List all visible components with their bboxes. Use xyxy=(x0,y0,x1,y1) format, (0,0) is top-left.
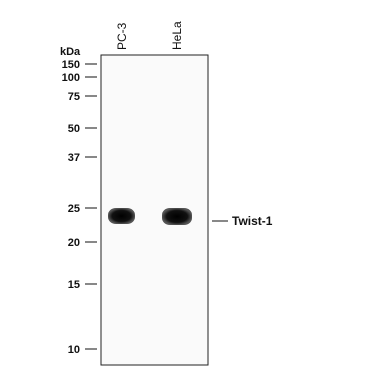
band xyxy=(162,208,192,225)
marker-label: 15 xyxy=(68,279,80,291)
marker-label: 50 xyxy=(68,123,80,135)
marker-label: 25 xyxy=(68,203,80,215)
marker-label: 150 xyxy=(62,59,80,71)
band-label: Twist-1 xyxy=(232,214,273,228)
marker-label: 37 xyxy=(68,152,80,164)
unit-label: kDa xyxy=(60,46,81,58)
marker-label: 100 xyxy=(62,72,80,84)
band xyxy=(108,208,135,224)
lane-label: PC-3 xyxy=(115,22,129,50)
marker-label: 75 xyxy=(68,91,80,103)
marker-label: 20 xyxy=(68,237,80,249)
marker-label: 10 xyxy=(68,344,80,356)
lane-label: HeLa xyxy=(170,21,184,50)
